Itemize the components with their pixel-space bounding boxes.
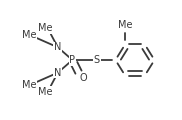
Text: Me: Me (22, 80, 37, 90)
Text: Me: Me (38, 23, 52, 33)
Text: S: S (94, 55, 100, 65)
Text: P: P (70, 55, 76, 65)
Text: O: O (79, 73, 87, 83)
Text: Me: Me (22, 30, 37, 40)
Text: N: N (54, 42, 62, 52)
Text: N: N (54, 68, 62, 78)
Text: Me: Me (38, 87, 52, 97)
Text: Me: Me (118, 20, 132, 30)
